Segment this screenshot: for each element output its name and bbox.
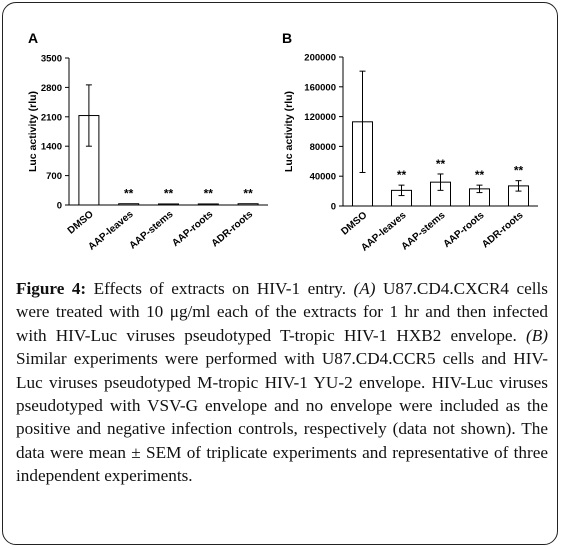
figure-charts: A Luc activity (rlu) 0 700 1400 2100 2800 3500 D… — [27, 30, 538, 254]
category-label: AAP-roots — [441, 210, 486, 250]
caption-label: Figure 4: — [16, 279, 87, 298]
y-tick-label: 40000 — [310, 172, 336, 183]
category-label: AAP-roots — [170, 209, 215, 249]
y-tick-label: 0 — [57, 201, 62, 212]
y-tick-label: 120000 — [304, 112, 336, 123]
significance-mark: ** — [514, 164, 524, 178]
panel-label: B — [282, 30, 292, 46]
significance-mark: ** — [164, 187, 174, 201]
panel-label: A — [28, 30, 38, 46]
bar — [197, 203, 219, 206]
significance-mark: ** — [397, 168, 407, 182]
bar — [158, 203, 179, 206]
y-tick-label: 3500 — [41, 54, 62, 65]
bar — [118, 203, 140, 206]
y-tick-label: 0 — [331, 202, 336, 213]
category-label: DMSO — [66, 209, 96, 237]
caption-b-marker: (B) — [526, 325, 548, 345]
caption-a-text: U87.CD4.CXCR4 cells were treated with 10… — [16, 279, 548, 345]
y-tick-label: 80000 — [310, 142, 336, 153]
significance-mark: ** — [475, 168, 485, 182]
y-tick-label: 160000 — [304, 82, 336, 93]
significance-mark: ** — [204, 187, 214, 201]
category-label: ADR-roots — [210, 209, 256, 250]
y-tick-label: 700 — [46, 171, 62, 182]
chart-panel-b: B Luc activity (rlu) 0 40000 80000 120000 1600… — [282, 30, 538, 254]
category-label: ADR-roots — [480, 210, 526, 251]
caption-intro: Effects of extracts on HIV-1 entry. — [86, 279, 354, 298]
figure-caption: Figure 4: Effects of extracts on HIV-1 e… — [16, 277, 548, 488]
category-label: AAP-stems — [399, 210, 447, 253]
y-tick-label: 2100 — [41, 112, 62, 123]
significance-mark: ** — [436, 157, 446, 171]
caption-a-marker: (A) — [353, 279, 376, 298]
category-label: DMSO — [339, 210, 369, 238]
category-label: AAP-stems — [127, 209, 175, 252]
significance-mark: ** — [124, 186, 134, 200]
caption-b-text: Similar experiments were performed with … — [16, 349, 548, 486]
chart-panel-a: A Luc activity (rlu) 0 700 1400 2100 2800 3500 D… — [27, 30, 268, 253]
y-tick-label: 1400 — [41, 142, 62, 153]
y-axis-label: Luc activity (rlu) — [27, 91, 39, 172]
figure-frame — [2, 2, 558, 545]
y-axis-label: Luc activity (rlu) — [283, 91, 295, 172]
y-tick-label: 2800 — [41, 83, 62, 94]
y-tick-label: 200000 — [304, 53, 336, 64]
bar — [237, 203, 259, 206]
significance-mark: ** — [243, 186, 253, 200]
